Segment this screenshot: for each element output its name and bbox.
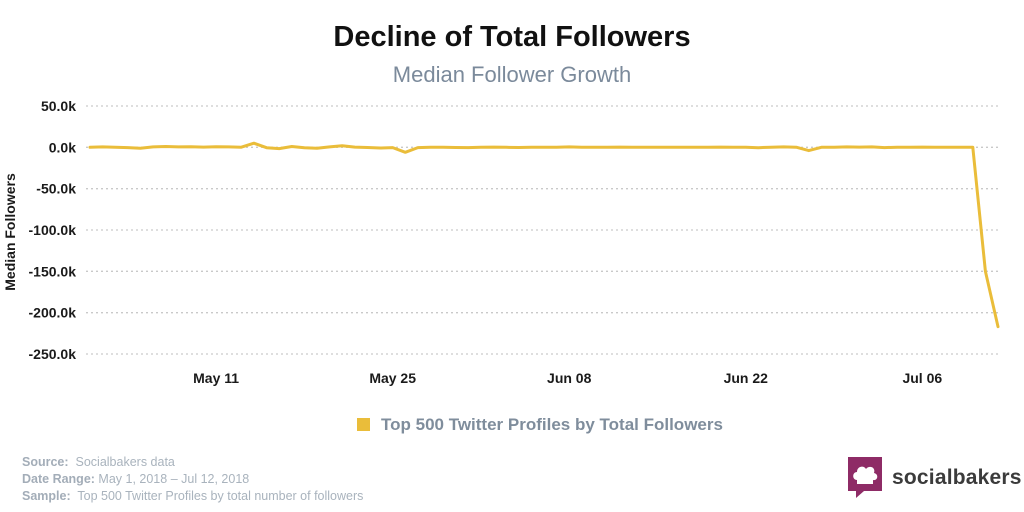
x-tick-label: Jun 22	[724, 370, 769, 386]
y-tick-label: 0.0k	[49, 139, 76, 155]
y-tick-label: -100.0k	[29, 222, 77, 238]
y-tick-label: -150.0k	[29, 263, 77, 279]
legend-label: Top 500 Twitter Profiles by Total Follow…	[381, 415, 723, 434]
legend[interactable]: Top 500 Twitter Profiles by Total Follow…	[357, 415, 723, 434]
y-tick-label: -250.0k	[29, 346, 77, 362]
brand-logo[interactable]: socialbakers	[848, 457, 1022, 498]
legend-swatch	[357, 418, 370, 431]
x-tick-label: Jul 06	[902, 370, 942, 386]
chef-hat-icon	[848, 457, 882, 498]
x-tick-label: May 25	[369, 370, 416, 386]
y-axis-ticks: 50.0k 0.0k -50.0k -100.0k -150.0k -200.0k -250…	[29, 98, 77, 362]
source-line: Source: Socialbakers data	[22, 455, 175, 469]
series-line	[88, 141, 1000, 329]
y-tick-label: -200.0k	[29, 305, 77, 321]
x-tick-label: May 11	[193, 370, 239, 386]
chart-title: Decline of Total Followers	[333, 21, 690, 53]
series-layer	[88, 141, 1000, 329]
x-tick-label: Jun 08	[547, 370, 592, 386]
sample-line: Sample: Top 500 Twitter Profiles by tota…	[22, 489, 364, 503]
y-axis-label: Median Followers	[2, 173, 18, 291]
brand-name: socialbakers	[892, 466, 1022, 489]
grid-lines	[86, 105, 1000, 355]
date-range-line: Date Range: May 1, 2018 – Jul 12, 2018	[22, 472, 250, 486]
x-axis-ticks: May 11 May 25 Jun 08 Jun 22 Jul 06	[193, 370, 942, 386]
footer-notes: Source: Socialbakers data Date Range: Ma…	[22, 454, 363, 505]
y-tick-label: -50.0k	[36, 181, 76, 197]
chart: Decline of Total Followers Median Follow…	[2, 21, 1000, 434]
y-tick-label: 50.0k	[41, 98, 76, 114]
chart-subtitle: Median Follower Growth	[393, 62, 631, 87]
